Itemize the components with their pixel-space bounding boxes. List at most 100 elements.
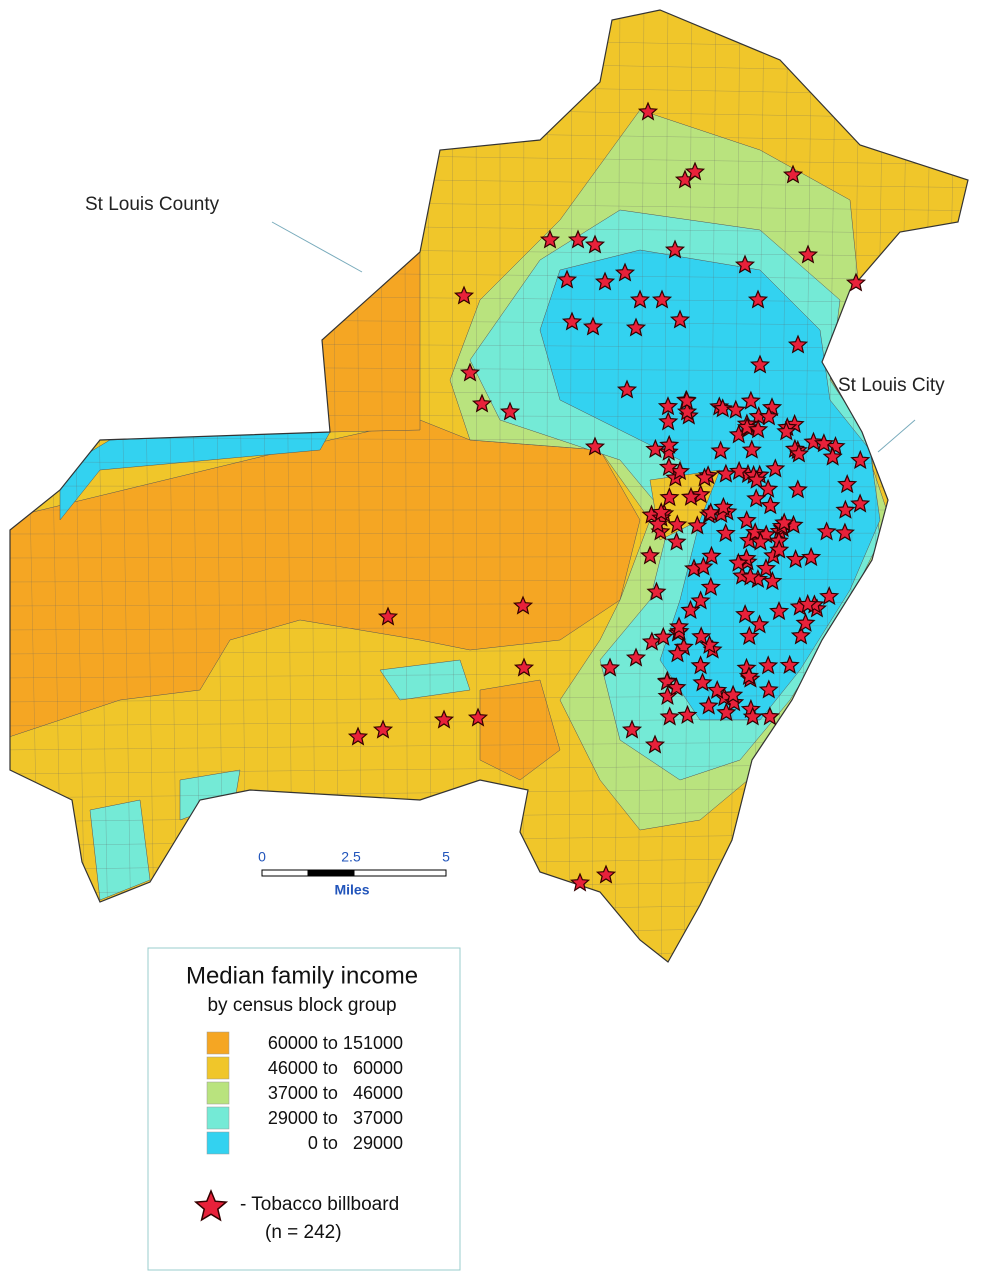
billboard-star [734,254,756,274]
legend-swatch [206,1031,230,1055]
billboard-star [625,647,647,667]
billboard-star [669,309,691,329]
legend-marker [193,1189,229,1222]
billboard-star [782,164,804,184]
billboard-star [561,311,583,331]
billboard-star [749,354,771,374]
billboard-star [658,456,679,476]
billboard-star [742,706,763,726]
billboard-star [499,401,521,421]
legend-subtitle: by census block group [207,995,396,1016]
billboard-star [684,161,706,181]
county-label: St Louis County [85,194,220,215]
billboard-star [690,590,711,610]
billboard-star [653,626,674,646]
legend-box [147,947,461,1271]
block-boundary [706,10,717,962]
income-zone [10,419,641,741]
billboard-star [347,726,369,746]
billboard-star [715,463,736,483]
billboard-star [803,431,824,451]
billboard-star [657,396,679,416]
billboard-star [765,458,786,478]
billboard-star [692,672,713,692]
block-boundary [10,578,968,583]
billboard-star [819,586,840,606]
billboard-star [599,657,621,677]
billboard-star [746,469,767,489]
billboard-star [755,558,777,578]
billboard-star [584,234,606,254]
billboard-star [539,229,561,249]
billboard-star [716,702,737,722]
billboard-star [567,229,589,249]
billboard-star [680,486,702,506]
billboard-star [779,654,800,674]
scale-bar: Miles 0 2.5 5 [258,849,450,898]
billboard-star [513,657,535,677]
billboard-star [641,631,662,651]
legend-label: 0 to 29000 [308,1133,403,1153]
billboard-star [700,502,721,522]
billboard-star [758,655,779,675]
scale-segment [307,869,355,877]
billboard-star [740,566,761,586]
billboard-star [647,513,668,534]
billboard-star [471,393,493,413]
billboard-star [813,433,834,453]
billboard-star [795,612,816,632]
city-label: St Louis City [838,375,945,396]
scale-tick-label: 5 [442,849,450,865]
legend-swatch [206,1081,230,1105]
billboard-star [797,593,818,614]
billboard-star [556,269,578,289]
billboard-star [512,595,534,615]
billboard-star [676,401,698,421]
billboard-star [666,531,687,551]
billboard-star [640,545,661,565]
scale-segment [261,869,309,877]
block-boundary [936,10,957,962]
billboard-star [669,616,690,636]
billboard-star [715,522,736,543]
billboard-star [758,679,779,699]
billboard-star [707,679,728,699]
billboard-star [740,390,761,410]
billboard-star [759,706,780,726]
billboard-star [676,390,697,410]
billboard-star [659,434,680,454]
billboard-markers [347,101,871,892]
billboard-star [687,515,708,535]
scale-tick-label: 0 [258,849,266,865]
scale-segment [353,869,447,877]
block-boundary [729,10,741,962]
billboard-star [738,665,759,685]
billboard-star [467,707,489,727]
billboard-star [785,549,806,569]
block-boundary [591,10,597,962]
billboard-star [677,704,698,724]
billboard-star [701,545,722,565]
billboard-star [774,512,795,532]
billboard-star [691,626,712,646]
block-boundary [913,10,933,962]
billboard-star [801,546,822,567]
block-boundary [10,29,968,51]
billboard-star [724,692,745,712]
block-boundary [10,77,968,97]
billboard-star [713,496,734,516]
billboard-star [667,643,688,663]
billboard-star [850,449,871,470]
billboard-star [757,478,779,498]
billboard-star [377,606,399,626]
billboard-star [837,474,858,494]
billboard-star [595,864,617,884]
billboard-star [750,531,771,551]
billboard-star [835,499,856,519]
billboard-star [748,419,769,439]
legend-swatch [206,1056,230,1080]
legend-label: 46000 to 60000 [268,1058,403,1078]
billboard-star [569,872,591,892]
legend-label: 37000 to 46000 [268,1083,403,1103]
